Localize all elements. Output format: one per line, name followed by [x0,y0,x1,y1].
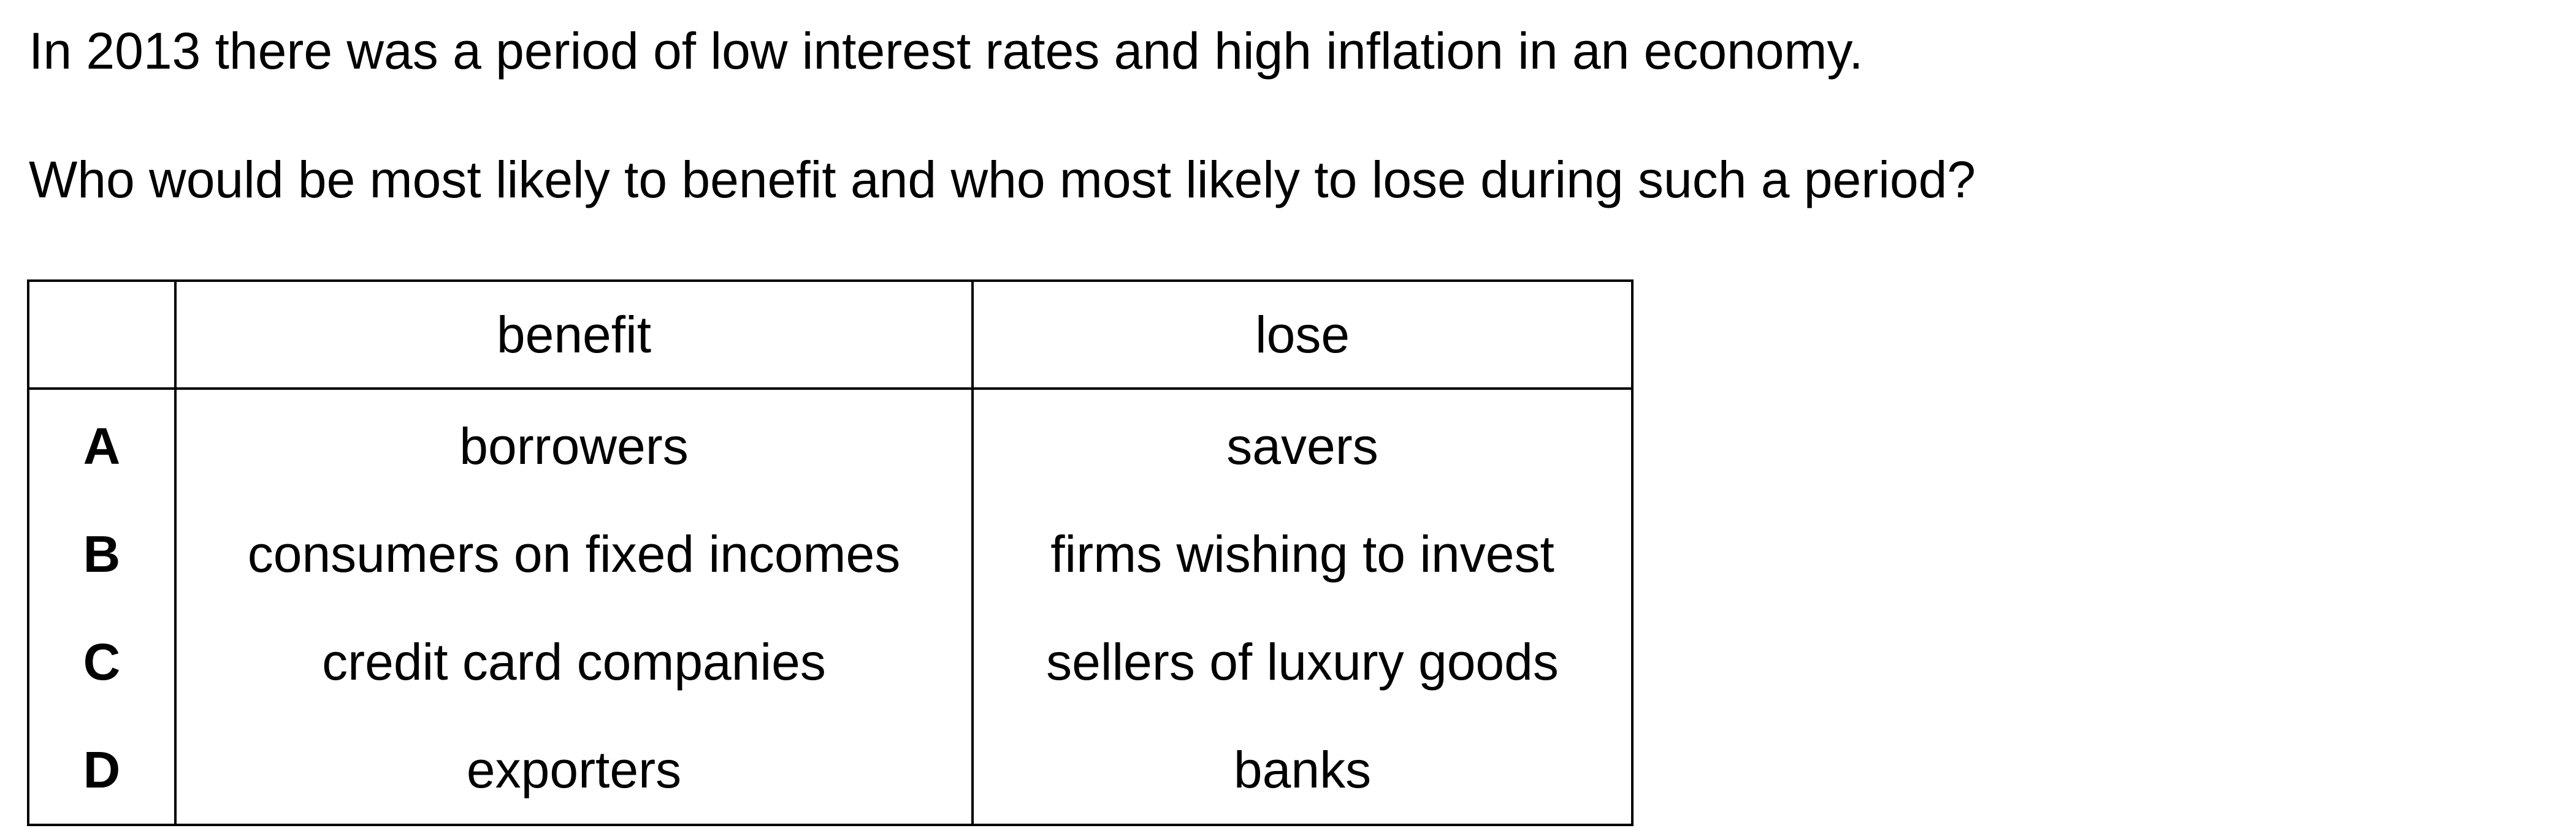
lose-cell: firms wishing to invest [971,500,1634,608]
benefit-cell: borrowers [174,389,974,500]
question-stem-line-1: In 2013 there was a period of low intere… [29,22,1863,80]
option-letter: A [27,389,177,500]
table-header-row: benefit lose [27,279,1634,390]
header-lose: lose [971,279,1634,390]
benefit-cell: consumers on fixed incomes [174,500,974,608]
lose-cell: banks [971,716,1634,826]
question-stem-line-2: Who would be most likely to benefit and … [29,151,1976,208]
benefit-cell: exporters [174,716,974,826]
option-letter: D [27,716,177,826]
table-row: C credit card companies sellers of luxur… [27,608,1634,716]
table-row: A borrowers savers [27,389,1634,500]
table-row: D exporters banks [27,716,1634,826]
lose-cell: sellers of luxury goods [971,608,1634,716]
options-table: benefit lose A borrowers savers B consum… [27,279,1634,826]
table-row: B consumers on fixed incomes firms wishi… [27,500,1634,608]
benefit-cell: credit card companies [174,608,974,716]
lose-cell: savers [971,389,1634,500]
option-letter: C [27,608,177,716]
option-letter: B [27,500,177,608]
header-benefit: benefit [174,279,974,390]
header-letter-cell [27,279,177,390]
